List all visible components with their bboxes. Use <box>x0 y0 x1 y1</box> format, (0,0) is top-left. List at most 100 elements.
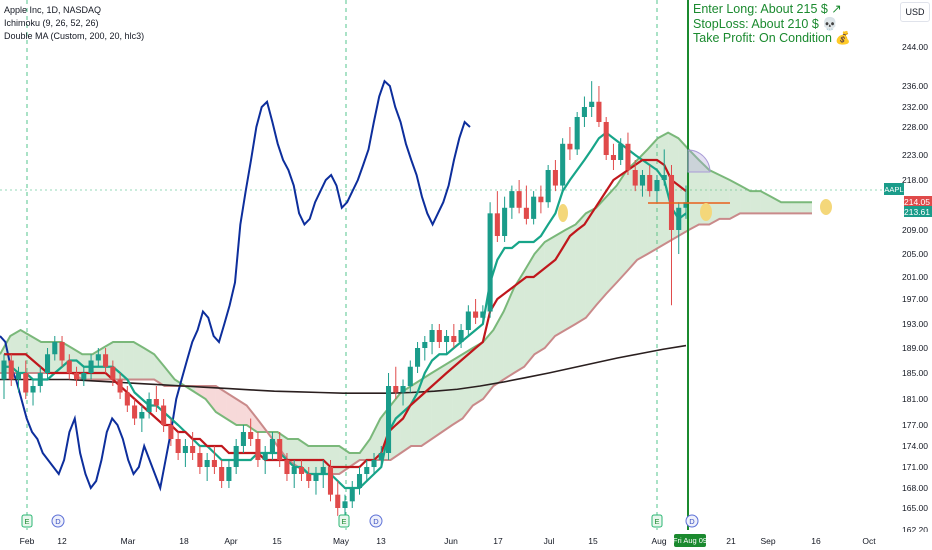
time-axis-bg <box>0 532 932 550</box>
candle <box>516 180 522 214</box>
candle-body <box>233 446 239 467</box>
candle-body <box>356 474 363 488</box>
candle <box>385 373 392 460</box>
candle <box>81 366 87 386</box>
price-tick-label: 228.00 <box>902 122 928 132</box>
candle-body <box>226 467 232 481</box>
price-tick-label: 201.00 <box>902 272 928 282</box>
double-ma-legend[interactable]: Double MA (Custom, 200, 20, hlc3) <box>4 31 145 41</box>
dividend-marker[interactable]: D <box>685 514 699 528</box>
candle <box>44 348 51 380</box>
candle <box>110 360 116 386</box>
candle-body <box>139 412 145 419</box>
cloud-segment <box>606 185 617 294</box>
time-tick-label: Sep <box>760 536 775 546</box>
candle <box>117 373 123 399</box>
candle <box>291 460 297 488</box>
candle <box>1 354 7 399</box>
price-tick-label: 174.00 <box>902 441 928 451</box>
candle-body <box>197 453 203 467</box>
candle-body <box>523 207 529 219</box>
candle <box>284 453 290 481</box>
cloud-segment <box>513 271 525 373</box>
candle-body <box>182 446 188 453</box>
candle <box>567 127 573 160</box>
time-tick-label: Jun <box>444 536 458 546</box>
candle <box>683 185 689 219</box>
candle-body <box>567 143 573 150</box>
candle <box>574 112 580 155</box>
marker-label: D <box>373 517 379 526</box>
candle-body <box>146 399 152 412</box>
candle <box>618 138 624 165</box>
drawing-overlay <box>558 0 832 530</box>
stoploss-text: StopLoss: About 210 $ 💀 <box>693 16 838 31</box>
trade-note[interactable]: Enter Long: About 215 $ ↗ StopLoss: Abou… <box>693 2 851 46</box>
candle-body <box>458 330 464 342</box>
candle <box>30 379 36 406</box>
candle-body <box>313 474 319 481</box>
cloud-segment <box>740 185 751 214</box>
marker-shape <box>21 514 33 528</box>
candle-body <box>465 311 471 330</box>
arc-drawing <box>687 149 711 173</box>
earnings-marker[interactable]: E <box>21 514 33 528</box>
ichimoku-legend[interactable]: Ichimoku (9, 26, 52, 26) <box>4 18 99 28</box>
time-tick-label: 12 <box>57 536 67 546</box>
price-tick-label: 218.00 <box>902 175 928 185</box>
cloud-segment <box>154 354 165 386</box>
currency-button[interactable]: USD <box>900 2 930 22</box>
cloud-segment <box>20 330 31 373</box>
candle-body <box>436 330 442 342</box>
candle <box>545 165 551 208</box>
dividend-marker[interactable]: D <box>369 514 383 528</box>
candle-body <box>378 453 384 460</box>
price-tick-label: 205.00 <box>902 249 928 259</box>
candle <box>168 418 174 446</box>
candle <box>320 460 326 488</box>
leading-span-a <box>0 131 812 454</box>
marker-shape <box>338 514 350 528</box>
candle-body <box>610 155 616 160</box>
cloud-segment <box>236 399 247 425</box>
cloud-segment <box>143 348 155 380</box>
cloud-segment <box>133 342 144 380</box>
candle <box>378 446 384 467</box>
candle <box>436 324 442 348</box>
candle-body <box>647 175 653 192</box>
dividend-marker[interactable]: D <box>51 514 65 528</box>
candle-body <box>531 196 537 219</box>
candle <box>59 336 65 367</box>
cloud-segment <box>164 366 175 386</box>
candle-body <box>509 191 515 208</box>
candle-body <box>444 336 450 342</box>
marker-label: D <box>55 517 61 526</box>
candle-body <box>494 213 500 236</box>
cloud-segment <box>421 373 432 446</box>
earnings-marker[interactable]: E <box>338 514 350 528</box>
time-tick-label: 15 <box>588 536 598 546</box>
candle-body <box>661 175 667 180</box>
marker-label: D <box>689 517 695 526</box>
symbol-tag-label: AAPL <box>884 185 903 194</box>
candle-body <box>240 432 246 446</box>
candle <box>581 96 587 127</box>
candle <box>654 175 660 203</box>
cloud-segment <box>565 224 576 330</box>
entry-text: Enter Long: About 215 $ ↗ <box>693 2 842 16</box>
price-tick-label: 165.00 <box>902 503 928 513</box>
lagging-span <box>0 79 471 492</box>
symbol-title[interactable]: Apple Inc, 1D, NASDAQ <box>4 5 102 15</box>
marker-label: E <box>341 517 346 526</box>
price-tick-label: 189.00 <box>902 343 928 353</box>
price-tick-label: 244.00 <box>902 42 928 52</box>
candle <box>639 170 646 197</box>
candle-body <box>639 175 646 186</box>
candle-body <box>349 488 355 502</box>
candle <box>262 446 268 474</box>
earnings-marker[interactable]: E <box>651 514 663 528</box>
current-date-box <box>674 534 706 547</box>
time-tick-label: 15 <box>272 536 282 546</box>
cloud-segment <box>298 439 309 474</box>
